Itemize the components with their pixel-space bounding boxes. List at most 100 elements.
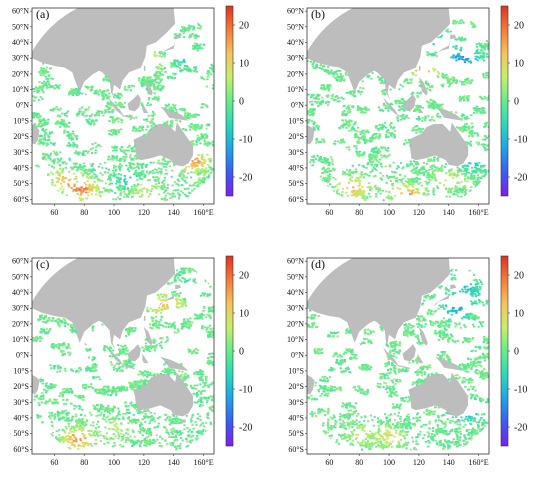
anomaly-pixel: [200, 161, 204, 164]
anomaly-pixel: [115, 104, 118, 107]
anomaly-pixel: [186, 29, 189, 32]
landmass: [142, 353, 149, 364]
anomaly-pixel: [158, 55, 161, 57]
anomaly-pixel: [154, 96, 157, 99]
anomaly-pixel: [323, 157, 326, 160]
anomaly-pixel: [341, 113, 344, 116]
anomaly-pixel: [464, 192, 467, 195]
anomaly-pixel: [474, 21, 477, 24]
anomaly-pixel: [168, 75, 172, 78]
anomaly-pixel: [466, 180, 469, 183]
anomaly-pixel: [355, 170, 358, 173]
anomaly-pixel: [190, 140, 193, 143]
anomaly-pixel: [208, 186, 211, 189]
anomaly-pixel: [192, 44, 195, 47]
anomaly-pixel: [460, 195, 463, 198]
anomaly-pixel: [132, 188, 136, 190]
anomaly-pixel: [97, 90, 100, 93]
anomaly-pixel: [38, 99, 41, 101]
anomaly-pixel: [149, 171, 152, 174]
anomaly-pixel: [108, 175, 111, 178]
anomaly-pixel: [41, 82, 44, 85]
anomaly-pixel: [40, 196, 43, 199]
anomaly-pixel: [43, 137, 46, 140]
anomaly-pixel: [166, 198, 169, 201]
anomaly-pixel: [357, 152, 360, 155]
anomaly-pixel: [328, 72, 331, 75]
anomaly-pixel: [128, 162, 131, 164]
anomaly-pixel: [115, 179, 119, 182]
anomaly-pixel: [345, 127, 348, 129]
anomaly-pixel: [474, 193, 477, 196]
anomaly-pixel: [43, 136, 46, 139]
anomaly-pixel: [390, 196, 393, 198]
anomaly-pixel: [104, 188, 107, 191]
anomaly-pixel: [353, 190, 356, 192]
anomaly-pixel: [56, 181, 59, 183]
anomaly-pixel: [43, 80, 46, 83]
anomaly-pixel: [458, 187, 461, 190]
anomaly-pixel: [197, 124, 200, 127]
anomaly-pixel: [107, 168, 110, 171]
anomaly-pixel: [484, 122, 487, 125]
anomaly-pixel: [123, 160, 126, 163]
anomaly-pixel: [135, 166, 139, 168]
anomaly-pixel: [332, 186, 335, 189]
anomaly-pixel: [189, 126, 193, 129]
anomaly-pixel: [83, 154, 86, 157]
anomaly-pixel: [475, 55, 479, 58]
anomaly-pixel: [485, 197, 488, 199]
anomaly-pixel: [112, 172, 116, 174]
anomaly-pixel: [162, 191, 166, 194]
anomaly-pixel: [194, 67, 197, 69]
anomaly-pixel: [434, 179, 437, 182]
anomaly-pixel: [97, 189, 100, 192]
anomaly-pixel: [472, 180, 475, 183]
anomaly-pixel: [196, 44, 199, 47]
anomaly-pixel: [347, 107, 350, 110]
anomaly-pixel: [137, 172, 140, 175]
anomaly-pixel: [312, 195, 315, 198]
anomaly-pixel: [470, 186, 473, 188]
anomaly-pixel: [435, 166, 439, 169]
anomaly-pixels: [307, 17, 495, 201]
anomaly-pixel: [393, 126, 396, 129]
anomaly-pixel: [315, 96, 318, 99]
anomaly-pixel: [493, 146, 495, 148]
anomaly-pixel: [483, 18, 486, 20]
anomaly-pixel: [66, 130, 69, 133]
anomaly-pixel: [123, 175, 126, 177]
anomaly-pixel: [53, 142, 56, 145]
anomaly-pixel: [430, 98, 433, 101]
anomaly-pixel: [387, 109, 390, 112]
anomaly-pixel: [374, 155, 377, 158]
anomaly-pixel: [322, 172, 325, 174]
anomaly-pixel: [154, 72, 157, 75]
anomaly-pixel: [111, 349, 114, 352]
anomaly-pixel: [74, 165, 77, 168]
anomaly-pixel: [361, 130, 364, 133]
anomaly-pixel: [366, 197, 369, 200]
anomaly-pixel: [131, 157, 134, 160]
anomaly-pixel: [149, 79, 152, 82]
anomaly-pixel: [463, 39, 466, 41]
anomaly-pixel: [174, 104, 177, 107]
anomaly-pixel: [311, 196, 314, 198]
anomaly-pixel: [482, 17, 485, 20]
anomaly-pixel: [69, 143, 72, 146]
anomaly-pixel: [131, 85, 135, 87]
anomaly-pixel: [461, 38, 464, 40]
anomaly-pixel: [466, 96, 469, 98]
anomaly-pixel: [184, 65, 187, 67]
anomaly-pixel: [163, 186, 167, 189]
anomaly-pixel: [435, 103, 438, 106]
anomaly-pixel: [477, 191, 480, 194]
anomaly-pixel: [209, 193, 212, 196]
anomaly-pixel: [51, 178, 54, 181]
anomaly-pixel: [180, 171, 183, 173]
anomaly-pixel: [44, 154, 47, 157]
anomaly-pixel: [81, 114, 84, 116]
anomaly-pixel: [376, 159, 379, 162]
anomaly-pixel: [125, 164, 128, 167]
anomaly-pixel: [377, 106, 381, 109]
